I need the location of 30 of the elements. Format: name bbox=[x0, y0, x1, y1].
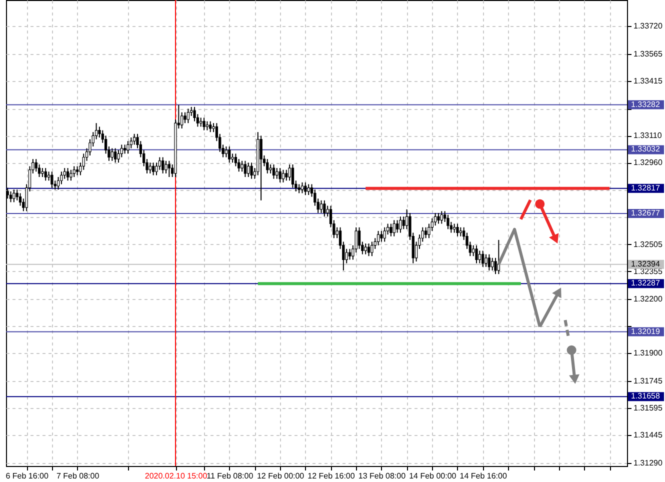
ref-line-label: 1.31658 bbox=[631, 392, 660, 401]
y-tick-label: 1.32200 bbox=[634, 294, 663, 304]
ref-line-label: 1.33282 bbox=[631, 100, 660, 109]
y-tick-label: 1.32960 bbox=[634, 158, 663, 168]
ref-line-label: 1.32287 bbox=[631, 278, 660, 288]
x-tick-label: 2020.02.10 15:00 bbox=[144, 472, 208, 480]
y-tick-label: 1.33415 bbox=[634, 76, 663, 86]
ref-line-label: 1.32677 bbox=[631, 208, 660, 218]
y-tick-label: 1.31445 bbox=[634, 430, 663, 440]
ref-line-label: 1.32019 bbox=[631, 326, 660, 336]
x-tick-label: 14 Feb 16:00 bbox=[460, 472, 508, 480]
y-tick-label: 1.31290 bbox=[634, 458, 663, 468]
y-tick-label: 1.32505 bbox=[634, 240, 663, 249]
x-tick-label: 12 Feb 00:00 bbox=[256, 472, 305, 480]
x-tick-label: 12 Feb 16:00 bbox=[308, 472, 356, 480]
y-tick-label: 1.31595 bbox=[634, 403, 663, 412]
ref-line-label: 1.32394 bbox=[631, 259, 660, 268]
x-tick-label: 14 Feb 00:00 bbox=[409, 472, 457, 480]
y-tick-label: 1.31900 bbox=[634, 348, 663, 358]
y-tick-label: 1.33565 bbox=[634, 49, 663, 58]
y-tick-label: 1.33720 bbox=[634, 22, 663, 31]
x-tick-label: 13 Feb 08:00 bbox=[358, 472, 406, 480]
x-tick-label: 11 Feb 08:00 bbox=[206, 472, 254, 480]
x-tick-label: 7 Feb 08:00 bbox=[56, 472, 100, 480]
x-tick-label: 6 Feb 16:00 bbox=[6, 472, 49, 480]
y-tick-label: 1.32355 bbox=[634, 266, 663, 276]
y-tick-label: 1.31745 bbox=[634, 376, 663, 386]
y-tick-label: 1.33110 bbox=[634, 131, 662, 140]
ref-line-label: 1.32817 bbox=[631, 183, 660, 192]
ref-line-label: 1.33032 bbox=[631, 144, 660, 154]
